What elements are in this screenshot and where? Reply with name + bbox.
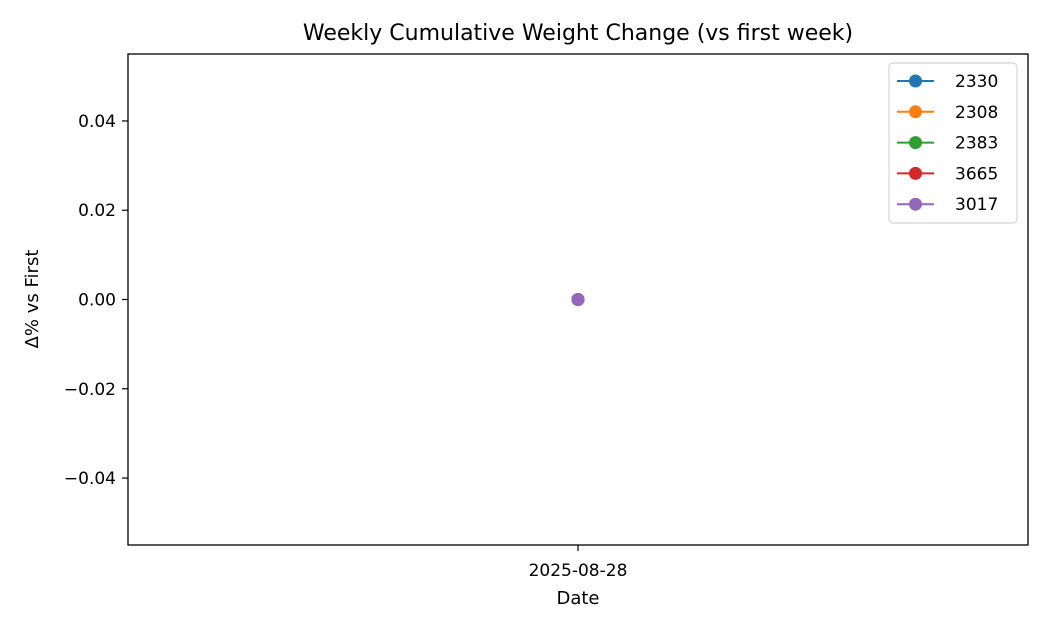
legend-label: 3665 <box>955 164 998 184</box>
x-axis: 2025-08-28 <box>529 545 628 581</box>
legend-swatch-marker <box>909 74 922 88</box>
legend-swatch-marker <box>909 105 922 119</box>
y-axis-label: Δ% vs First <box>22 250 43 349</box>
data-point <box>571 293 585 306</box>
series-layer <box>571 293 585 306</box>
legend-box <box>888 62 1018 224</box>
legend-item-2330: 2330 <box>897 72 998 92</box>
legend-label: 2308 <box>955 103 998 123</box>
y-tick-label: 0.02 <box>78 201 116 221</box>
y-tick-label: −0.04 <box>64 469 116 489</box>
chart-title: Weekly Cumulative Weight Change (vs firs… <box>303 21 853 46</box>
series-3017 <box>571 293 585 306</box>
legend-label: 2330 <box>955 72 998 92</box>
legend: 2330 2308 2383 3665 3017 <box>888 62 1018 224</box>
legend-swatch-marker <box>909 197 922 211</box>
x-tick-label: 2025-08-28 <box>529 561 628 581</box>
legend-item-3665: 3665 <box>897 164 998 184</box>
x-axis-label: Date <box>556 588 599 609</box>
legend-item-3017: 3017 <box>897 195 998 215</box>
legend-item-2308: 2308 <box>897 103 998 123</box>
y-tick-label: 0.00 <box>78 291 116 311</box>
legend-label: 2383 <box>955 134 998 154</box>
y-tick-label: −0.02 <box>64 380 116 400</box>
y-axis: −0.04 −0.02 0.00 0.02 0.04 <box>64 112 128 489</box>
legend-swatch-marker <box>909 136 922 150</box>
legend-swatch-marker <box>909 166 922 180</box>
legend-item-2383: 2383 <box>897 134 998 154</box>
legend-label: 3017 <box>955 195 998 215</box>
y-tick-label: 0.04 <box>78 112 116 132</box>
